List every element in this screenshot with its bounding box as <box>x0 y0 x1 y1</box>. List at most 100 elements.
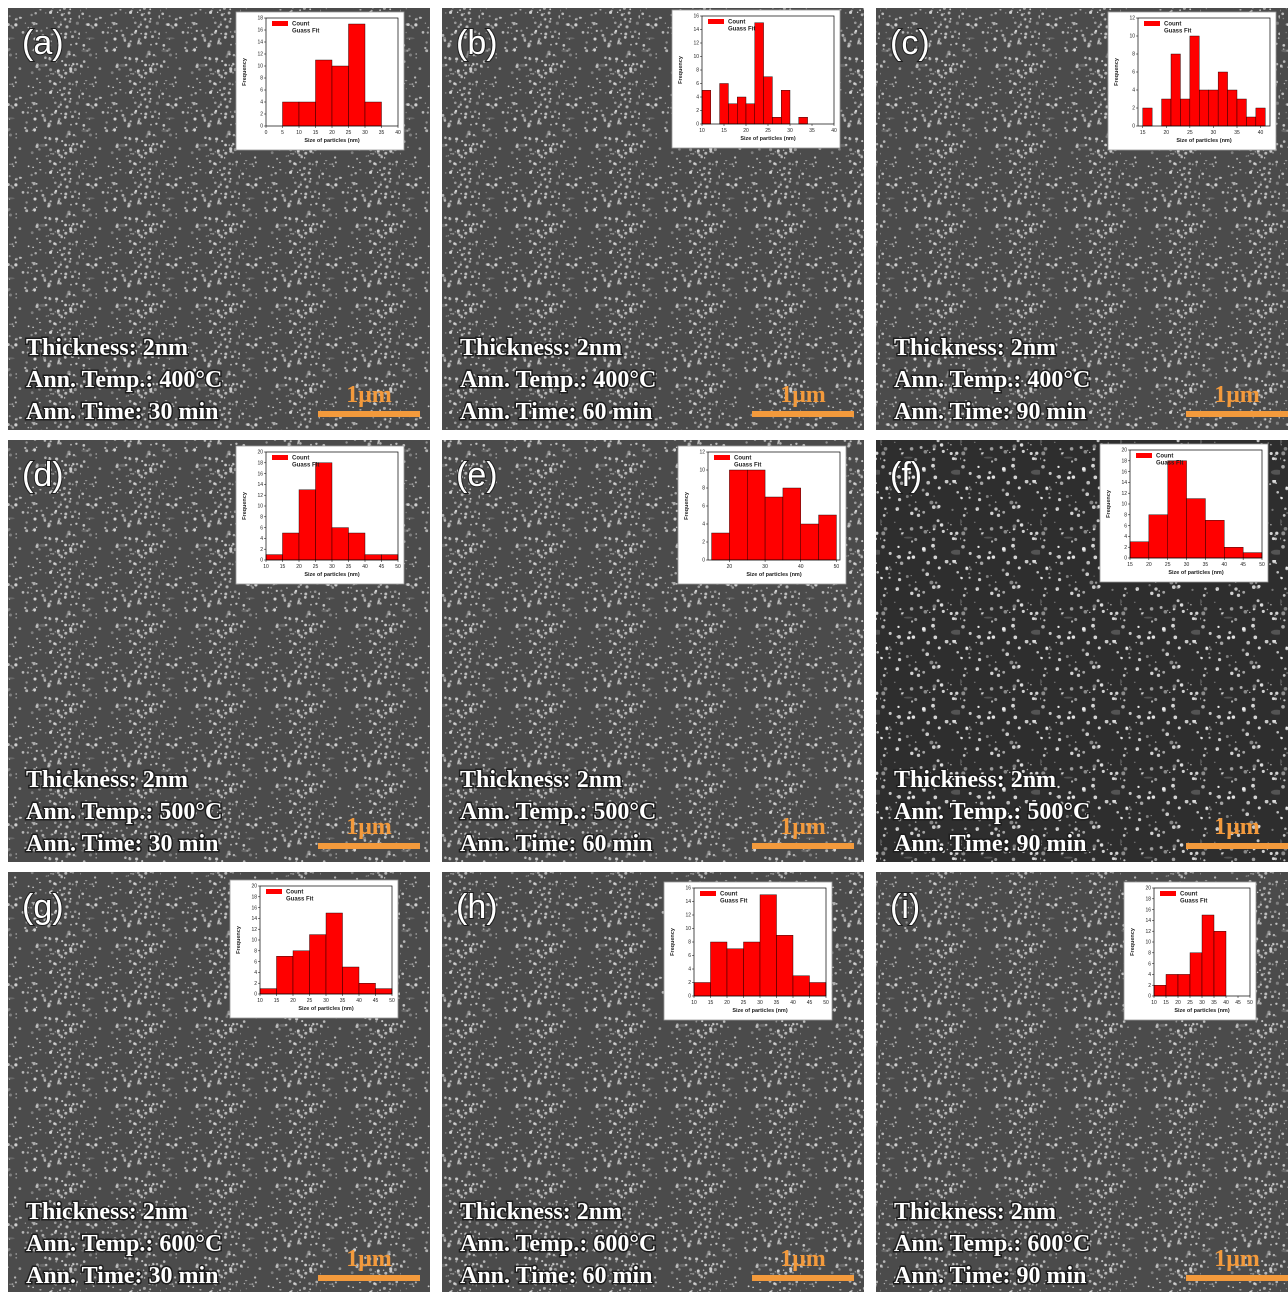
bar <box>1255 107 1266 127</box>
y-axis-title: Frequency <box>678 55 684 84</box>
y-tick-label: 20 <box>257 450 263 456</box>
y-tick-label: 6 <box>1124 523 1127 529</box>
y-tick-label: 0 <box>702 558 705 564</box>
x-tick-label: 45 <box>807 1000 813 1006</box>
annotation: Ann. Temp.: 500°C <box>26 799 222 825</box>
y-tick-label: 4 <box>1148 972 1151 978</box>
scale-bar-label: 1μm <box>780 382 826 408</box>
legend-label: Count <box>1164 22 1181 28</box>
x-tick-label: 50 <box>389 998 395 1004</box>
bar <box>1180 98 1191 127</box>
bar <box>259 988 277 995</box>
x-tick-label: 50 <box>1259 562 1265 568</box>
bar <box>798 117 808 125</box>
annotation: Thickness: 2nm <box>894 1199 1056 1225</box>
x-tick-label: 40 <box>798 564 804 570</box>
annotation: Thickness: 2nm <box>26 335 188 361</box>
x-tick-label: 45 <box>379 564 385 570</box>
y-tick-label: 12 <box>685 913 691 919</box>
y-tick-label: 14 <box>257 40 263 46</box>
annotation: Thickness: 2nm <box>894 767 1056 793</box>
bar <box>764 496 784 561</box>
annotation: Ann. Temp.: 400°C <box>26 367 222 393</box>
bar <box>364 101 382 127</box>
y-tick-label: 14 <box>1121 480 1127 486</box>
bar <box>1189 35 1200 127</box>
bar <box>745 103 756 125</box>
inset-histogram: 0 2 4 6 8 10 12 14 16 18 20 15 20 25 30 35 40 45 50 Size of… <box>1099 443 1269 583</box>
bar <box>1199 89 1209 127</box>
y-tick-label: 18 <box>257 16 263 22</box>
y-tick-label: 10 <box>699 468 705 474</box>
legend-fit-label: Guass Fit <box>734 463 761 469</box>
x-tick-label: 20 <box>1146 562 1152 568</box>
annotation: Ann. Time: 90 min <box>894 831 1086 857</box>
bar <box>1148 514 1168 559</box>
annotation: Ann. Temp.: 600°C <box>894 1231 1090 1257</box>
x-tick-label: 25 <box>1187 130 1193 136</box>
bar <box>325 912 343 995</box>
y-tick-label: 16 <box>251 905 257 911</box>
y-tick-label: 8 <box>254 949 257 955</box>
bar <box>754 22 764 125</box>
x-tick-label: 25 <box>346 130 352 136</box>
y-tick-label: 4 <box>254 970 257 976</box>
bar <box>1213 931 1227 997</box>
annotation: Thickness: 2nm <box>894 335 1056 361</box>
x-tick-label: 35 <box>340 998 346 1004</box>
x-tick-label: 25 <box>313 564 319 570</box>
bar <box>298 489 316 561</box>
bar <box>759 894 777 997</box>
y-tick-label: 20 <box>1145 886 1151 892</box>
x-tick-label: 30 <box>1211 130 1217 136</box>
bar <box>265 554 283 561</box>
bar <box>1201 914 1215 997</box>
y-tick-label: 4 <box>696 95 699 101</box>
x-tick-label: 50 <box>823 1000 829 1006</box>
annotation: Ann. Time: 30 min <box>26 831 218 857</box>
y-tick-label: 2 <box>688 980 691 986</box>
x-tick-label: 50 <box>395 564 401 570</box>
legend-fit-label: Guass Fit <box>720 899 747 905</box>
annotation: Ann. Time: 30 min <box>26 1263 218 1289</box>
y-tick-label: 18 <box>1121 459 1127 465</box>
legend-fit-label: Guass Fit <box>1164 29 1191 35</box>
y-tick-label: 4 <box>688 967 691 973</box>
y-tick-label: 2 <box>702 540 705 546</box>
annotation: Ann. Time: 90 min <box>894 399 1086 425</box>
y-tick-label: 10 <box>693 54 699 60</box>
x-tick-label: 50 <box>1247 1000 1253 1006</box>
x-tick-label: 20 <box>296 564 302 570</box>
x-tick-label: 35 <box>1203 562 1209 568</box>
x-tick-label: 40 <box>1258 130 1264 136</box>
bar <box>1208 89 1219 127</box>
bar <box>1129 541 1150 559</box>
y-tick-label: 12 <box>251 927 257 933</box>
annotation: Ann. Time: 60 min <box>460 831 652 857</box>
y-tick-label: 0 <box>260 558 263 564</box>
y-tick-label: 8 <box>1132 52 1135 58</box>
y-tick-label: 12 <box>257 52 263 58</box>
y-tick-label: 0 <box>688 994 691 1000</box>
inset-histogram: 0 2 4 6 8 10 12 14 16 18 20 10 15 20 25 30 35 40 45 50 Size … <box>235 445 405 585</box>
bar <box>1177 974 1191 997</box>
bar <box>1142 107 1153 127</box>
x-tick-label: 30 <box>323 998 329 1004</box>
bar <box>282 532 300 561</box>
bar <box>1189 952 1203 997</box>
y-tick-label: 6 <box>260 88 263 94</box>
y-tick-label: 14 <box>693 27 699 33</box>
inset-histogram: 0 2 4 6 8 10 12 15 20 25 30 35 40 Size of particles (… <box>1107 11 1277 151</box>
bar <box>348 23 366 127</box>
bar <box>1186 498 1206 559</box>
x-tick-label: 25 <box>307 998 313 1004</box>
annotation: Thickness: 2nm <box>26 1199 188 1225</box>
x-axis-title: Size of particles (nm) <box>304 138 359 144</box>
bar <box>1205 520 1225 559</box>
annotation: Ann. Time: 60 min <box>460 399 652 425</box>
y-axis-title: Frequency <box>236 925 242 954</box>
inset-histogram: 0 2 4 6 8 10 12 14 16 18 20 10 15 20 25 30 35 40 45 50 Size … <box>229 879 399 1019</box>
y-tick-label: 6 <box>688 953 691 959</box>
